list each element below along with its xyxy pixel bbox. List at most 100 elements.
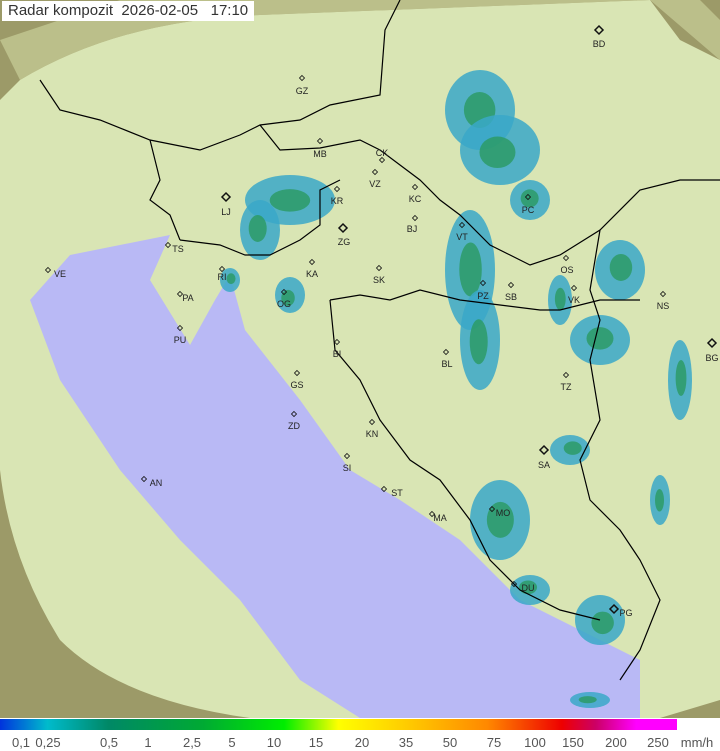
city-label: NS [657,301,670,311]
city-pa: PA [176,290,194,303]
rain-echo-core [486,501,514,538]
city-sk: SK [373,264,385,285]
rain-echo-core [469,319,488,365]
legend-tick: 0,1 [11,735,31,750]
rain-echo-core [563,441,582,455]
city-label: BL [441,359,452,369]
city-label: RI [218,272,227,282]
city-label: ZG [338,237,351,247]
city-label: PU [174,335,187,345]
city-marker-icon [538,444,550,456]
city-label: TS [172,244,184,254]
legend-tick: 0,25 [35,735,61,750]
city-marker-icon [510,580,518,588]
city-kc: KC [409,183,422,204]
city-kn: KN [366,418,379,439]
legend-tick: 50 [442,735,458,750]
city-label: GZ [296,86,309,96]
legend-tick: 20 [354,735,370,750]
city-label: GS [290,380,303,390]
city-vk: VK [568,284,580,305]
city-marker-icon [220,191,232,203]
city-sa: SA [538,444,550,470]
radar-map[interactable]: BD GZ MB CK VZ KC KR LJ ZG TS VT PC BJ VE RI KA SK OS PA OG… [0,0,720,718]
city-gz: GZ [296,74,309,96]
rain-echo-core [226,273,236,285]
city-label: ST [391,488,403,498]
city-ns: NS [657,290,670,311]
city-label: MB [313,149,327,159]
city-label: VT [456,232,468,242]
city-bi: BI [333,338,342,359]
city-label: VE [54,269,66,279]
city-ve: VE [44,266,66,279]
city-st: ST [380,485,403,498]
city-label: VZ [369,179,381,189]
city-label: BI [333,349,342,359]
city-marker-icon [706,337,718,349]
legend-ticks: 0,1 0,25 0,5 1 2,5 5 10 15 20 35 50 75 100 150 200 250 m… [0,734,720,751]
city-marker-icon [368,418,376,426]
city-du: DU [510,580,535,593]
city-ri: RI [218,265,227,282]
city-label: BD [593,39,606,49]
city-kr: KR [331,185,344,206]
city-marker-icon [380,485,388,493]
legend-tick: 150 [562,735,584,750]
city-bj: BJ [407,214,419,234]
city-marker-icon [458,221,466,229]
city-ma: MA [428,510,447,523]
city-zd: ZD [288,410,300,431]
city-tz: TZ [561,371,572,392]
city-marker-icon [308,258,316,266]
legend-tick: 1 [144,735,152,750]
city-marker-icon [411,183,419,191]
city-ck: CK [376,148,389,164]
city-label: PG [619,608,632,618]
city-label: CK [376,148,389,158]
city-mb: MB [313,137,327,159]
city-vt: VT [456,221,468,242]
city-marker-icon [298,74,306,82]
city-label: TZ [561,382,572,392]
city-marker-icon [378,156,386,164]
city-os: OS [560,254,574,275]
city-pu: PU [174,324,187,345]
city-marker-icon [479,279,487,287]
city-mo: MO [488,505,511,518]
legend-tick: 2,5 [182,735,202,750]
rain-echo-core [591,611,614,635]
rain-echo-core [675,359,687,396]
city-marker-icon [140,475,148,483]
country-borders [39,0,720,681]
city-label: KN [366,429,379,439]
city-pz: PZ [477,279,489,301]
city-label: LJ [221,207,231,217]
rain-echo-core [578,696,597,704]
city-marker-icon [524,193,532,201]
sea [30,235,640,718]
city-marker-icon [507,281,515,289]
city-marker-icon [176,324,184,332]
radar-echoes [220,70,692,708]
legend-tick: 250 [647,735,669,750]
city-marker-icon [488,505,496,513]
city-label: SI [343,463,352,473]
legend-unit: mm/h [680,735,714,750]
city-label: PC [522,205,535,215]
legend-tick: 35 [398,735,414,750]
city-marker-icon [442,348,450,356]
city-label: SK [373,275,385,285]
legend-tick: 200 [605,735,627,750]
city-marker-icon [218,265,226,273]
city-marker-icon [44,266,52,274]
city-label: MO [496,508,511,518]
city-label: SB [505,292,517,302]
city-bl: BL [441,348,453,369]
city-label: VK [568,295,580,305]
rain-echo-core [586,327,614,350]
legend-tick: 100 [524,735,546,750]
city-gs: GS [290,369,304,390]
rain-echo-core [520,189,539,208]
city-vz: VZ [369,168,381,189]
